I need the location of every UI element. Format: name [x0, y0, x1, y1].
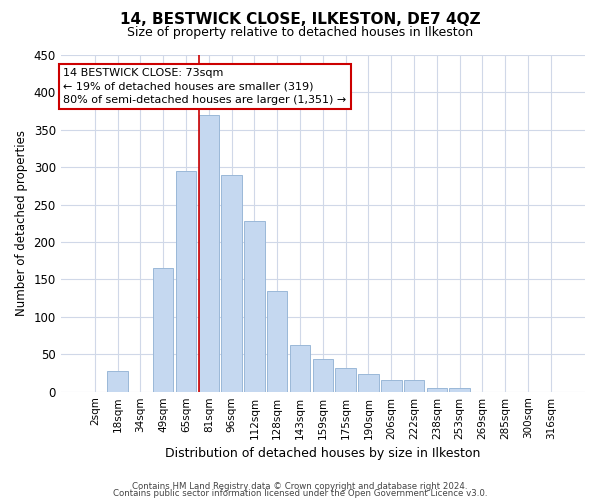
Text: 14 BESTWICK CLOSE: 73sqm
← 19% of detached houses are smaller (319)
80% of semi-: 14 BESTWICK CLOSE: 73sqm ← 19% of detach…: [63, 68, 347, 105]
X-axis label: Distribution of detached houses by size in Ilkeston: Distribution of detached houses by size …: [165, 447, 481, 460]
Bar: [199, 115, 219, 392]
Bar: [427, 388, 447, 392]
Bar: [313, 359, 333, 392]
Bar: [176, 171, 196, 392]
Text: Contains HM Land Registry data © Crown copyright and database right 2024.: Contains HM Land Registry data © Crown c…: [132, 482, 468, 491]
Bar: [404, 380, 424, 392]
Bar: [290, 346, 310, 392]
Bar: [107, 370, 128, 392]
Bar: [221, 174, 242, 392]
Text: 14, BESTWICK CLOSE, ILKESTON, DE7 4QZ: 14, BESTWICK CLOSE, ILKESTON, DE7 4QZ: [119, 12, 481, 28]
Bar: [358, 374, 379, 392]
Y-axis label: Number of detached properties: Number of detached properties: [15, 130, 28, 316]
Bar: [267, 290, 287, 392]
Bar: [244, 221, 265, 392]
Text: Size of property relative to detached houses in Ilkeston: Size of property relative to detached ho…: [127, 26, 473, 39]
Bar: [153, 268, 173, 392]
Bar: [381, 380, 401, 392]
Bar: [335, 368, 356, 392]
Text: Contains public sector information licensed under the Open Government Licence v3: Contains public sector information licen…: [113, 490, 487, 498]
Bar: [449, 388, 470, 392]
